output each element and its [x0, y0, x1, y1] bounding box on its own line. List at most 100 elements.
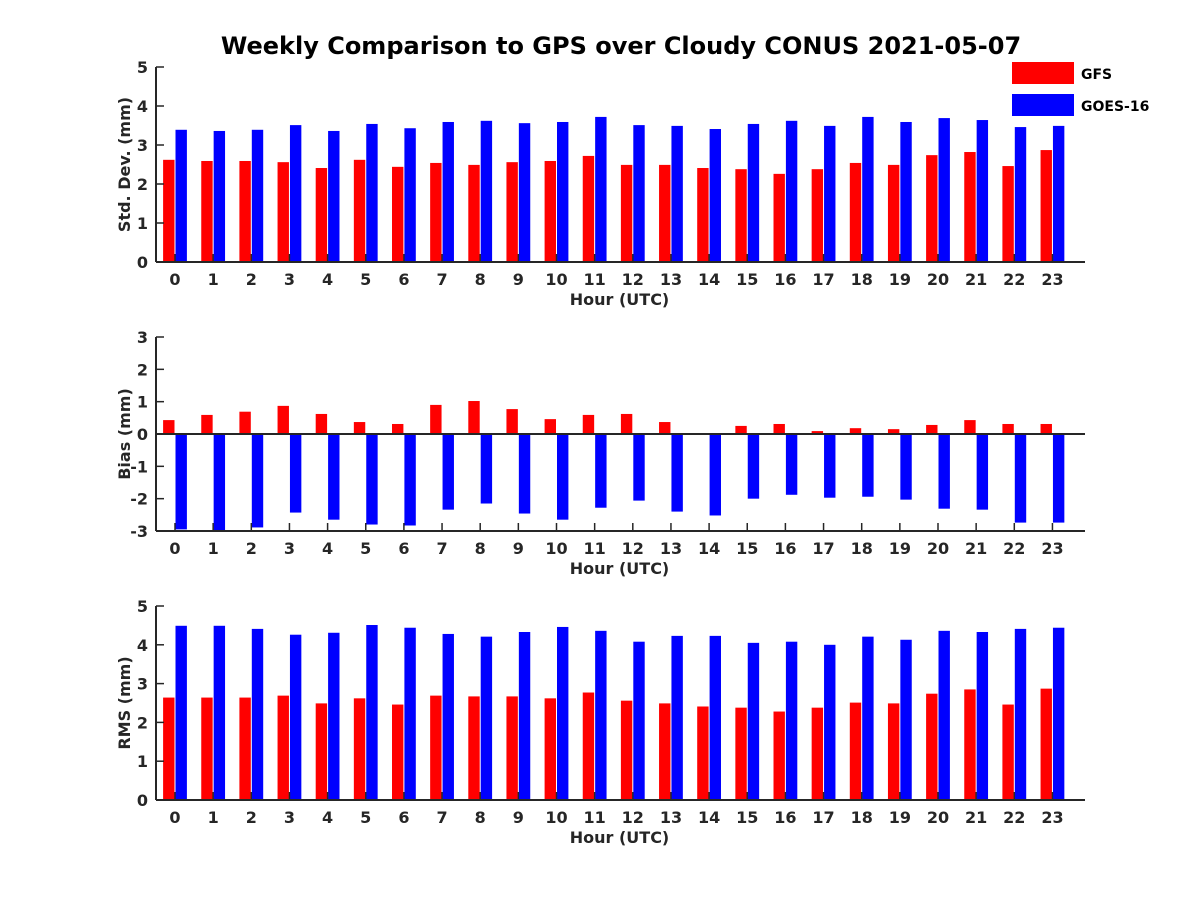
bar-rms-goes16-hour-3 [289, 634, 302, 800]
bar-bias-gfs-hour-8 [468, 401, 480, 434]
x-tick-label-std-dev-19: 19 [889, 270, 911, 289]
bar-rms-gfs-hour-18 [849, 702, 862, 800]
legend-label-gfs: GFS [1081, 67, 1112, 83]
x-tick-label-bias-21: 21 [965, 539, 987, 558]
bar-std-dev-goes16-hour-3 [289, 125, 302, 262]
x-tick-label-std-dev-23: 23 [1041, 270, 1063, 289]
x-tick-label-std-dev-21: 21 [965, 270, 987, 289]
bar-rms-gfs-hour-15 [735, 707, 747, 800]
x-tick-label-rms-1: 1 [208, 808, 219, 827]
bar-bias-gfs-hour-3 [277, 405, 289, 434]
bar-std-dev-gfs-hour-11 [582, 155, 595, 262]
bar-std-dev-gfs-hour-19 [887, 164, 900, 262]
bar-rms-gfs-hour-11 [582, 692, 595, 800]
bar-std-dev-gfs-hour-16 [773, 173, 785, 262]
bar-rms-gfs-hour-7 [430, 695, 442, 800]
bar-bias-goes16-hour-0 [175, 434, 187, 530]
bar-bias-goes16-hour-16 [785, 434, 798, 495]
bar-bias-goes16-hour-8 [480, 434, 493, 504]
bar-bias-gfs-hour-15 [735, 425, 747, 434]
bar-bias-gfs-hour-6 [392, 423, 404, 434]
bar-std-dev-goes16-hour-5 [366, 123, 378, 262]
x-axis-label-std-dev: Hour (UTC) [570, 290, 670, 309]
bar-rms-gfs-hour-9 [506, 696, 518, 800]
x-tick-label-bias-20: 20 [927, 539, 949, 558]
bar-std-dev-gfs-hour-0 [163, 159, 175, 262]
bar-std-dev-goes16-hour-17 [824, 125, 836, 262]
bar-std-dev-gfs-hour-14 [697, 168, 709, 262]
x-tick-label-rms-18: 18 [851, 808, 873, 827]
x-tick-label-std-dev-4: 4 [322, 270, 333, 289]
x-axis-label-rms: Hour (UTC) [570, 828, 670, 847]
x-tick-label-bias-0: 0 [169, 539, 180, 558]
bar-bias-goes16-hour-20 [938, 434, 950, 509]
bar-rms-gfs-hour-19 [887, 703, 900, 800]
bar-std-dev-goes16-hour-4 [328, 130, 340, 262]
bar-std-dev-goes16-hour-13 [671, 125, 683, 262]
x-tick-label-rms-15: 15 [736, 808, 758, 827]
x-tick-label-std-dev-3: 3 [284, 270, 295, 289]
bar-bias-goes16-hour-9 [518, 434, 531, 514]
bar-std-dev-gfs-hour-6 [392, 166, 404, 262]
bar-rms-gfs-hour-14 [697, 706, 709, 800]
bar-rms-goes16-hour-16 [785, 641, 798, 800]
bar-rms-gfs-hour-4 [315, 703, 328, 800]
x-tick-label-rms-13: 13 [660, 808, 682, 827]
bar-bias-goes16-hour-13 [671, 434, 683, 512]
bar-bias-goes16-hour-11 [595, 434, 607, 508]
bar-bias-gfs-hour-0 [163, 420, 175, 434]
bar-bias-gfs-hour-7 [430, 404, 442, 434]
x-tick-label-bias-6: 6 [398, 539, 409, 558]
bar-rms-goes16-hour-14 [709, 635, 721, 800]
bar-bias-gfs-hour-21 [964, 420, 976, 434]
bar-std-dev-goes16-hour-9 [518, 123, 531, 262]
bar-std-dev-gfs-hour-10 [544, 160, 556, 262]
x-tick-label-rms-20: 20 [927, 808, 949, 827]
x-tick-label-bias-4: 4 [322, 539, 333, 558]
bar-std-dev-gfs-hour-15 [735, 169, 747, 262]
x-tick-label-bias-18: 18 [851, 539, 873, 558]
y-axis-label-bias: Bias (mm) [115, 388, 134, 480]
x-tick-label-rms-11: 11 [584, 808, 606, 827]
y-tick-label-rms-2: 2 [137, 713, 148, 732]
bar-rms-goes16-hour-20 [938, 630, 950, 800]
x-tick-label-bias-7: 7 [436, 539, 447, 558]
bar-std-dev-gfs-hour-2 [239, 160, 251, 262]
x-tick-label-rms-0: 0 [169, 808, 180, 827]
x-tick-label-rms-2: 2 [246, 808, 257, 827]
y-tick-label-bias-0: -3 [130, 522, 148, 541]
bar-std-dev-goes16-hour-12 [633, 125, 645, 262]
bar-bias-gfs-hour-1 [201, 414, 213, 434]
bar-std-dev-goes16-hour-23 [1052, 125, 1065, 262]
x-tick-label-bias-1: 1 [208, 539, 219, 558]
bar-rms-gfs-hour-21 [964, 689, 976, 800]
bar-bias-goes16-hour-21 [976, 434, 989, 510]
bar-rms-gfs-hour-16 [773, 711, 785, 800]
bar-std-dev-goes16-hour-14 [709, 129, 721, 262]
x-tick-label-std-dev-16: 16 [774, 270, 796, 289]
x-tick-label-bias-23: 23 [1041, 539, 1063, 558]
x-tick-label-bias-3: 3 [284, 539, 295, 558]
bar-rms-goes16-hour-4 [328, 632, 340, 800]
x-tick-label-rms-22: 22 [1003, 808, 1025, 827]
bar-bias-gfs-hour-4 [315, 413, 328, 434]
x-tick-label-rms-21: 21 [965, 808, 987, 827]
y-tick-label-bias-4: 1 [137, 393, 148, 412]
bar-bias-gfs-hour-13 [659, 422, 671, 434]
y-axis-label-rms: RMS (mm) [115, 656, 134, 749]
bar-bias-goes16-hour-14 [709, 434, 721, 516]
x-tick-label-bias-17: 17 [812, 539, 834, 558]
x-tick-label-std-dev-1: 1 [208, 270, 219, 289]
x-tick-label-rms-4: 4 [322, 808, 333, 827]
bar-std-dev-gfs-hour-1 [201, 160, 213, 262]
y-tick-label-std-dev-5: 5 [137, 58, 148, 77]
x-tick-label-std-dev-12: 12 [622, 270, 644, 289]
bar-std-dev-goes16-hour-20 [938, 118, 950, 262]
y-tick-label-rms-3: 3 [137, 675, 148, 694]
x-tick-label-bias-14: 14 [698, 539, 720, 558]
bar-rms-gfs-hour-5 [353, 698, 366, 800]
legend-label-goes16: GOES-16 [1081, 99, 1149, 115]
bar-rms-goes16-hour-10 [557, 626, 569, 800]
